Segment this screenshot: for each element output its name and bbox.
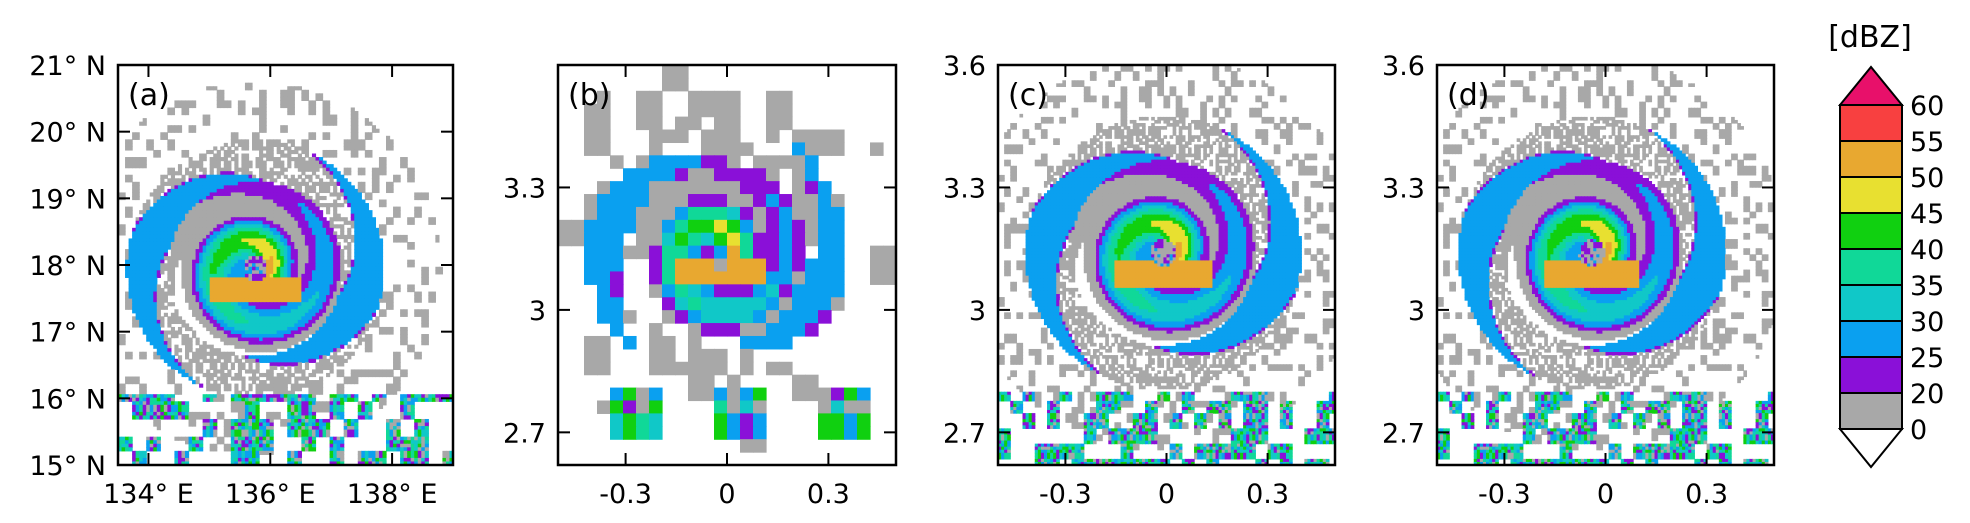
colorbar-label: 20 [1910,379,1944,410]
x-tick-label: 0.3 [1246,479,1289,510]
reflectivity-field [1437,65,1775,466]
colorbar: [dBZ] 0 20 25 30 35 40 45 50 55 60 [1828,20,1944,467]
y-tick-label: 3 [529,296,546,327]
colorbar-max-arrow [1840,67,1902,105]
y-tick-label: 18° N [29,251,106,282]
colorbar-label: 50 [1910,163,1944,194]
y-tick-label: 3.6 [943,51,986,82]
x-tick-label: 0.3 [1685,479,1728,510]
panel-d: (d) -0.3 0 0.3 3.6 3.3 3 2.7 [1382,51,1775,510]
colorbar-label: 35 [1910,271,1944,302]
x-tick-label: 0.3 [807,479,850,510]
y-tick-label: 2.7 [1382,418,1425,449]
y-tick-label: 3 [969,296,986,327]
colorbar-label: 55 [1910,127,1944,158]
reflectivity-field [118,83,454,466]
panel-b: (b) -0.3 0 0.3 3.3 3 2.7 [503,65,897,510]
y-tick-label: 3.3 [943,173,986,204]
colorbar-label: 45 [1910,199,1944,230]
panel-a: (a) 134° E 136° E 138° E 21° N 20° N 19° N 18° … [29,51,453,510]
y-tick-label: 2.7 [943,418,986,449]
colorbar-label: 60 [1910,91,1944,122]
y-tick-label: 21° N [29,51,106,82]
x-tick-label: 134° E [103,479,194,510]
x-tick-label: 0 [718,479,735,510]
panel-label: (c) [1008,78,1048,113]
reflectivity-field [998,65,1336,466]
colorbar-segment [1840,213,1902,249]
x-tick-label: 138° E [347,479,438,510]
colorbar-unit-label: [dBZ] [1828,20,1912,55]
colorbar-segment [1840,141,1902,177]
colorbar-segment [1840,357,1902,393]
colorbar-label: 30 [1910,307,1944,338]
x-tick-label: -0.3 [599,479,652,510]
colorbar-segment [1840,105,1902,141]
y-tick-label: 15° N [29,451,106,482]
panel-label: (a) [128,78,170,113]
panel-c: (c) -0.3 0 0.3 3.6 3.3 3 2.7 [943,51,1336,510]
y-tick-label: 3 [1408,296,1425,327]
y-tick-label: 2.7 [503,418,546,449]
colorbar-label: 0 [1910,415,1927,446]
y-tick-label: 19° N [29,184,106,215]
y-tick-label: 17° N [29,318,106,349]
panel-label: (d) [1447,78,1489,113]
x-tick-label: -0.3 [1039,479,1092,510]
y-tick-label: 3.3 [1382,173,1425,204]
x-tick-label: 0 [1597,479,1614,510]
colorbar-segment [1840,249,1902,285]
colorbar-label: 40 [1910,235,1944,266]
colorbar-label: 25 [1910,343,1944,374]
y-tick-label: 16° N [29,384,106,415]
colorbar-segment [1840,177,1902,213]
colorbar-segment [1840,285,1902,321]
colorbar-segment [1840,393,1902,429]
colorbar-min-arrow [1840,429,1902,467]
y-tick-label: 3.6 [1382,51,1425,82]
panel-label: (b) [568,78,610,113]
reflectivity-field [558,65,897,453]
colorbar-segment [1840,321,1902,357]
y-tick-label: 3.3 [503,173,546,204]
x-tick-label: 0 [1158,479,1175,510]
x-tick-label: 136° E [225,479,316,510]
y-tick-label: 20° N [29,118,106,149]
x-tick-label: -0.3 [1478,479,1531,510]
